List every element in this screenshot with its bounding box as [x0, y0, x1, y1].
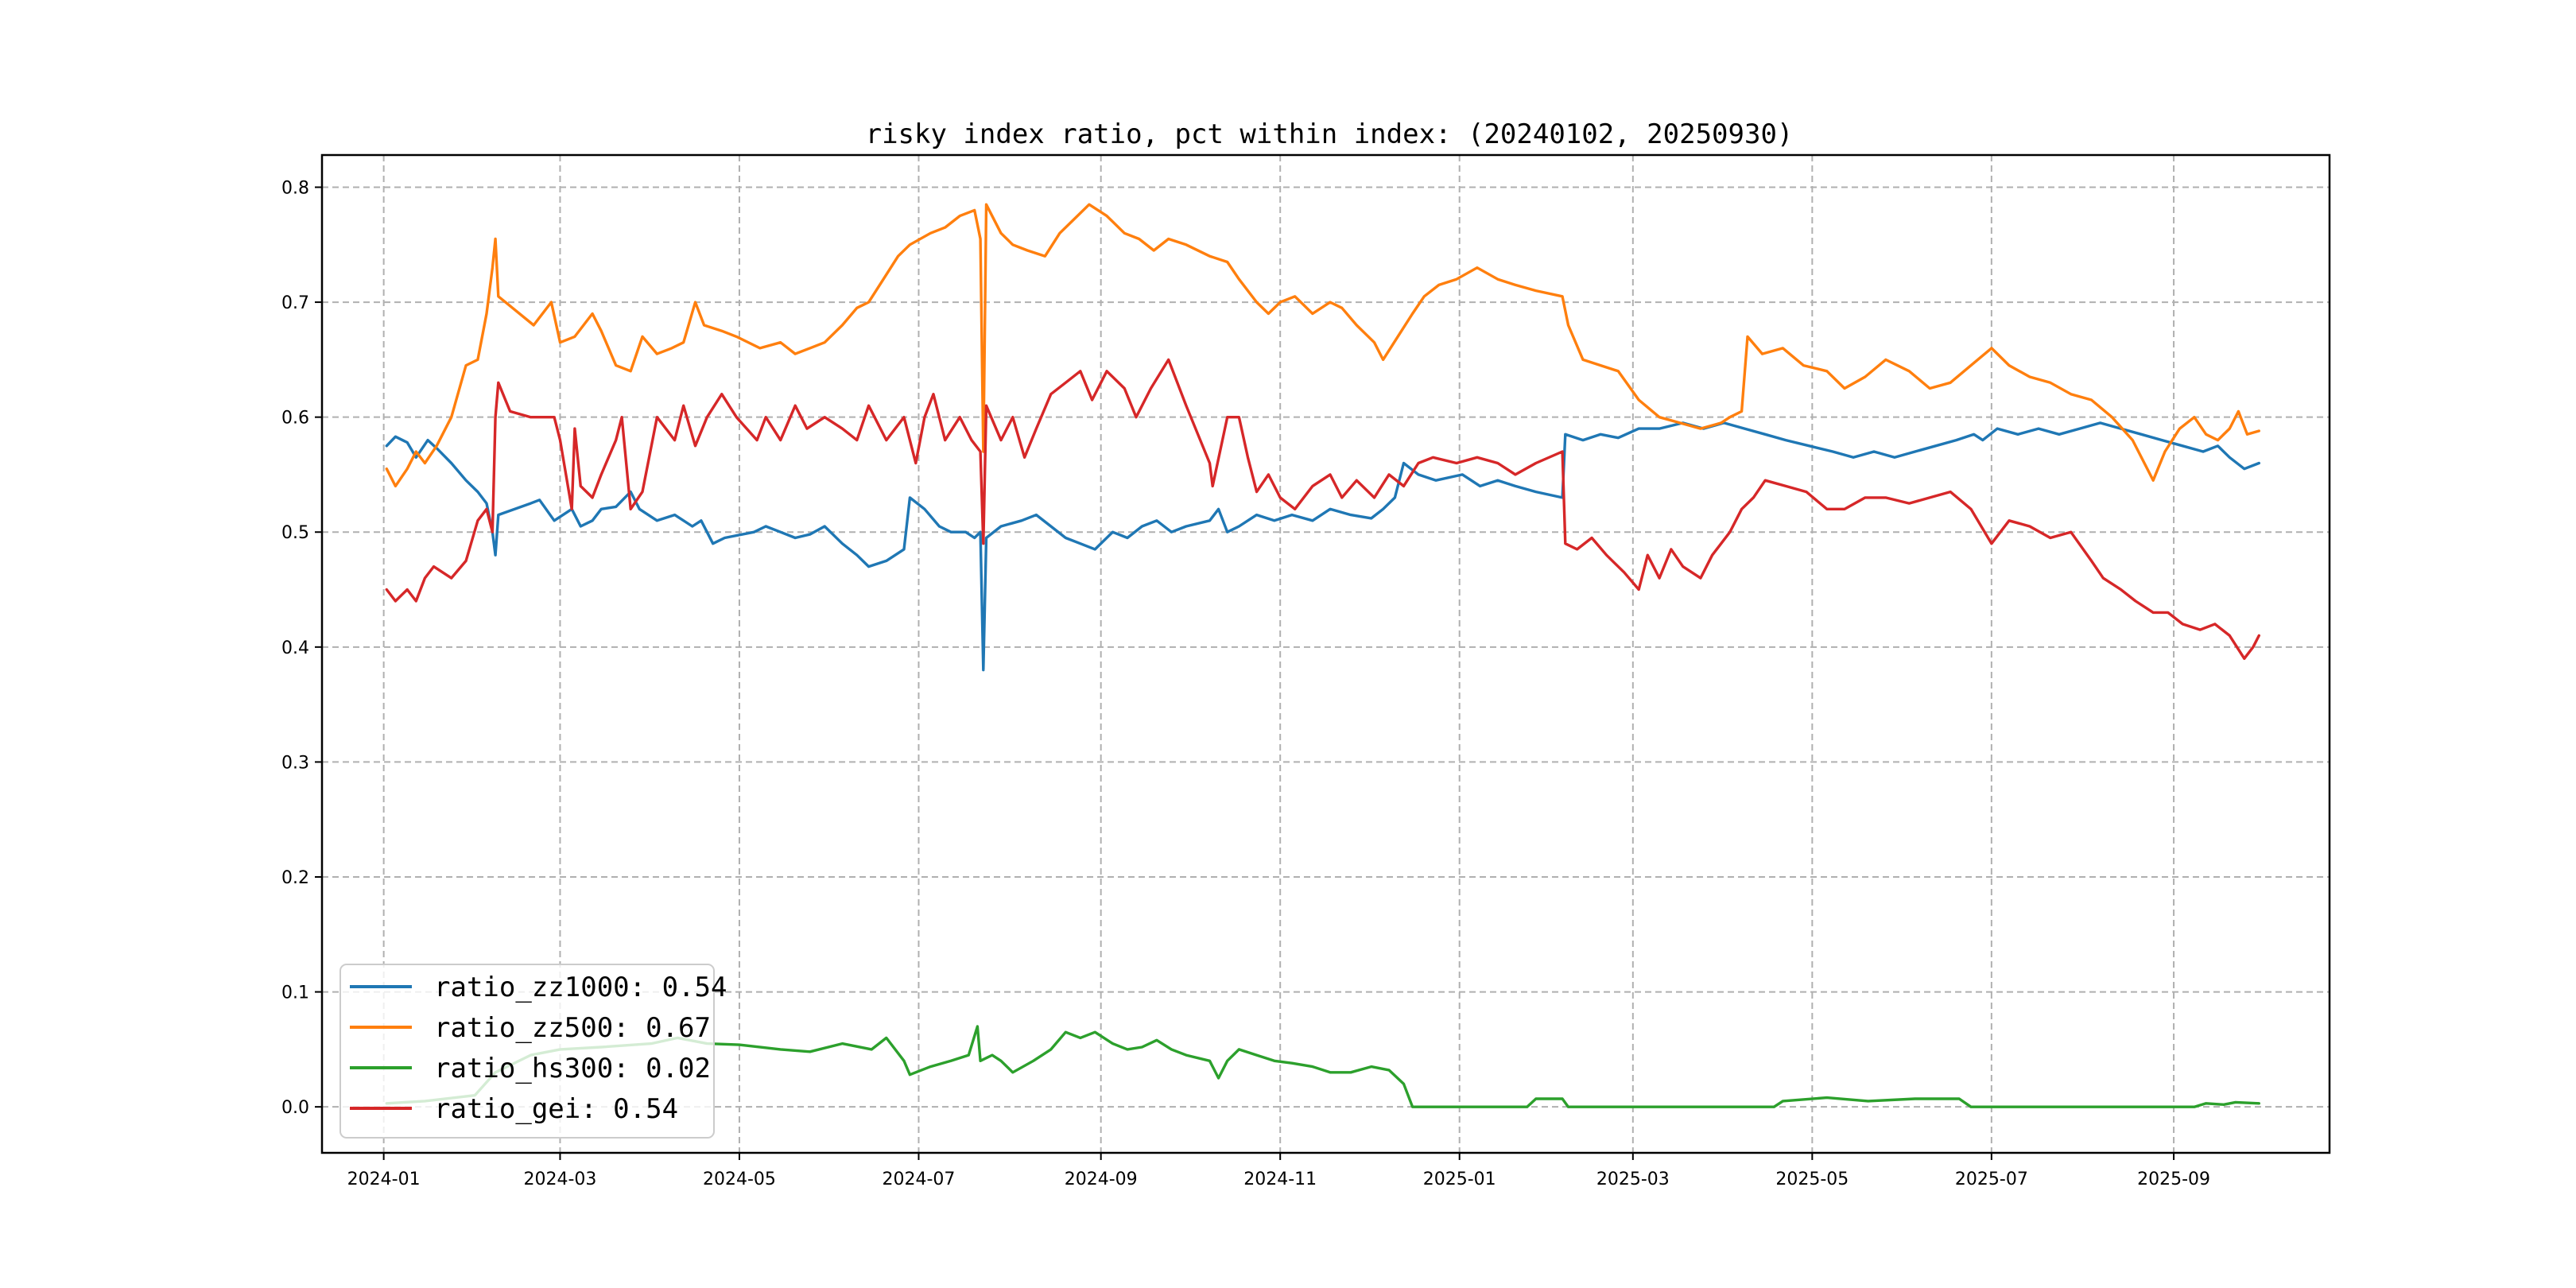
- y-tick-label: 0.7: [281, 293, 309, 313]
- x-tick-label: 2024-11: [1243, 1170, 1317, 1189]
- axes-frame: [320, 153, 2331, 1154]
- legend: ratio_zz1000: 0.54 ratio_zz500: 0.67 ratio…: [339, 964, 727, 1139]
- plot-lines: [385, 203, 2260, 1108]
- x-tick-label: 2025-03: [1596, 1170, 1670, 1189]
- legend-label: ratio_gei: 0.54: [434, 1093, 678, 1125]
- chart-title: risky index ratio, pct within index: (20…: [866, 118, 1794, 150]
- y-tick-label: 0.6: [281, 409, 309, 429]
- legend-box: [339, 964, 715, 1139]
- series-line-ratio-zz1000: [385, 421, 2260, 672]
- x-tick-label: 2024-03: [523, 1170, 596, 1189]
- y-tick-label: 0.2: [281, 868, 309, 888]
- legend-label: ratio_hs300: 0.02: [434, 1053, 711, 1084]
- x-tick-label: 2024-05: [703, 1170, 776, 1189]
- axis-ticks: 2024-01 2024-03 2024-05 2024-07 2024-09 2024-…: [281, 178, 2210, 1189]
- y-tick-label: 0.4: [281, 638, 309, 658]
- x-tick-label: 2025-01: [1423, 1170, 1496, 1189]
- x-tick-label: 2025-07: [1955, 1170, 2028, 1189]
- y-tick-label: 0.3: [281, 753, 309, 773]
- y-tick-label: 0.5: [281, 523, 309, 543]
- x-tick-label: 2024-01: [347, 1170, 421, 1189]
- legend-label: ratio_zz1000: 0.54: [434, 972, 727, 1003]
- series-line-ratio-zz500: [385, 203, 2260, 488]
- series-line-ratio-hs300: [385, 1025, 2260, 1108]
- x-tick-label: 2025-09: [2137, 1170, 2210, 1189]
- y-tick-label: 0.0: [281, 1098, 309, 1118]
- legend-label: ratio_zz500: 0.67: [434, 1012, 711, 1044]
- x-tick-label: 2024-07: [883, 1170, 956, 1189]
- series-line-ratio-gei: [385, 358, 2260, 660]
- x-tick-label: 2025-05: [1775, 1170, 1849, 1189]
- y-tick-label: 0.1: [281, 983, 309, 1003]
- x-tick-label: 2024-09: [1065, 1170, 1138, 1189]
- y-tick-label: 0.8: [281, 178, 309, 198]
